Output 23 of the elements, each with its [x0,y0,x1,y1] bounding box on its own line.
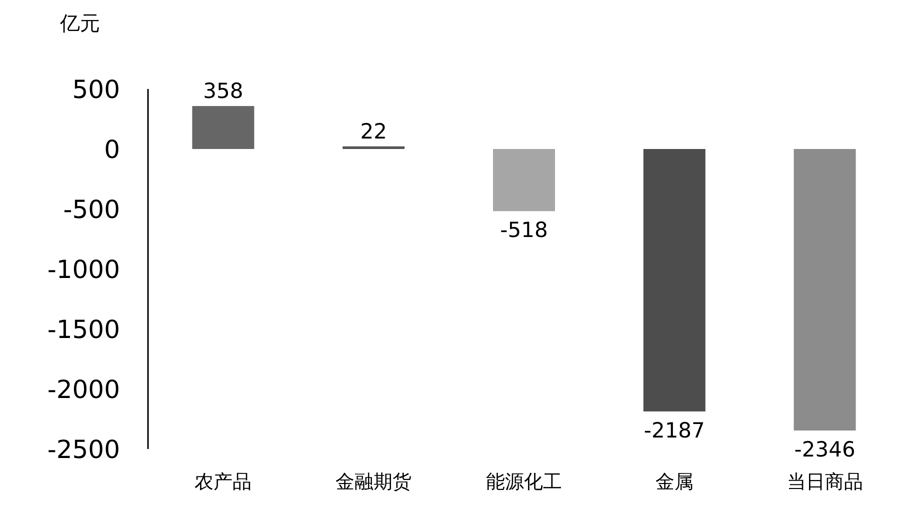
y-tick-label: -500 [63,195,120,224]
y-tick-label: -2500 [47,435,120,464]
y-tick-label: -2000 [47,375,120,404]
data-label: 22 [360,119,387,144]
bar [643,149,706,412]
x-tick-label: 能源化工 [486,471,562,493]
x-tick-label: 当日商品 [786,471,863,493]
y-tick-label: 500 [72,75,120,104]
y-axis-title: 亿元 [59,11,100,35]
x-tick-label: 金融期货 [336,471,412,493]
y-tick-label: -1500 [47,315,120,344]
bar [342,146,405,149]
bar [192,106,254,149]
x-tick-label: 农产品 [194,471,252,493]
data-label: -518 [500,218,548,242]
y-tick-label: -1000 [47,255,120,284]
y-tick-label: 0 [104,135,120,164]
data-label: -2187 [644,418,705,442]
data-label: 358 [203,79,244,104]
data-label: -2346 [794,438,856,462]
x-tick-label: 金属 [655,471,694,493]
bar [493,149,555,212]
bar [794,149,856,431]
